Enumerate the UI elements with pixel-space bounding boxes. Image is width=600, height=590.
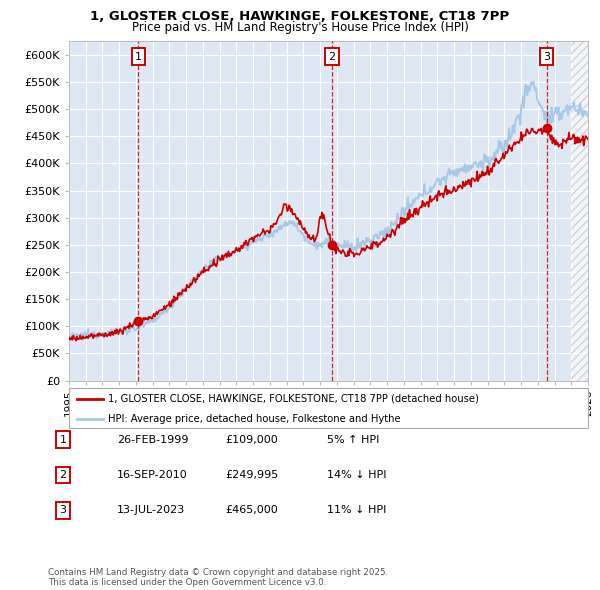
Text: 1, GLOSTER CLOSE, HAWKINGE, FOLKESTONE, CT18 7PP (detached house): 1, GLOSTER CLOSE, HAWKINGE, FOLKESTONE, … (108, 394, 479, 404)
Text: 1: 1 (135, 51, 142, 61)
Text: £465,000: £465,000 (225, 506, 278, 515)
Text: 11% ↓ HPI: 11% ↓ HPI (327, 506, 386, 515)
Text: HPI: Average price, detached house, Folkestone and Hythe: HPI: Average price, detached house, Folk… (108, 414, 401, 424)
Text: Contains HM Land Registry data © Crown copyright and database right 2025.
This d: Contains HM Land Registry data © Crown c… (48, 568, 388, 587)
Bar (571, 14, 588, 381)
Text: 1: 1 (59, 435, 67, 444)
Text: 5% ↑ HPI: 5% ↑ HPI (327, 435, 379, 444)
Text: 14% ↓ HPI: 14% ↓ HPI (327, 470, 386, 480)
Text: 2: 2 (328, 51, 335, 61)
Text: £249,995: £249,995 (225, 470, 278, 480)
Text: Price paid vs. HM Land Registry's House Price Index (HPI): Price paid vs. HM Land Registry's House … (131, 21, 469, 34)
Text: 3: 3 (59, 506, 67, 515)
Text: £109,000: £109,000 (225, 435, 278, 444)
Text: 26-FEB-1999: 26-FEB-1999 (117, 435, 188, 444)
Text: 1, GLOSTER CLOSE, HAWKINGE, FOLKESTONE, CT18 7PP: 1, GLOSTER CLOSE, HAWKINGE, FOLKESTONE, … (91, 10, 509, 23)
Text: 3: 3 (544, 51, 550, 61)
Text: 16-SEP-2010: 16-SEP-2010 (117, 470, 188, 480)
Text: 2: 2 (59, 470, 67, 480)
Text: 13-JUL-2023: 13-JUL-2023 (117, 506, 185, 515)
